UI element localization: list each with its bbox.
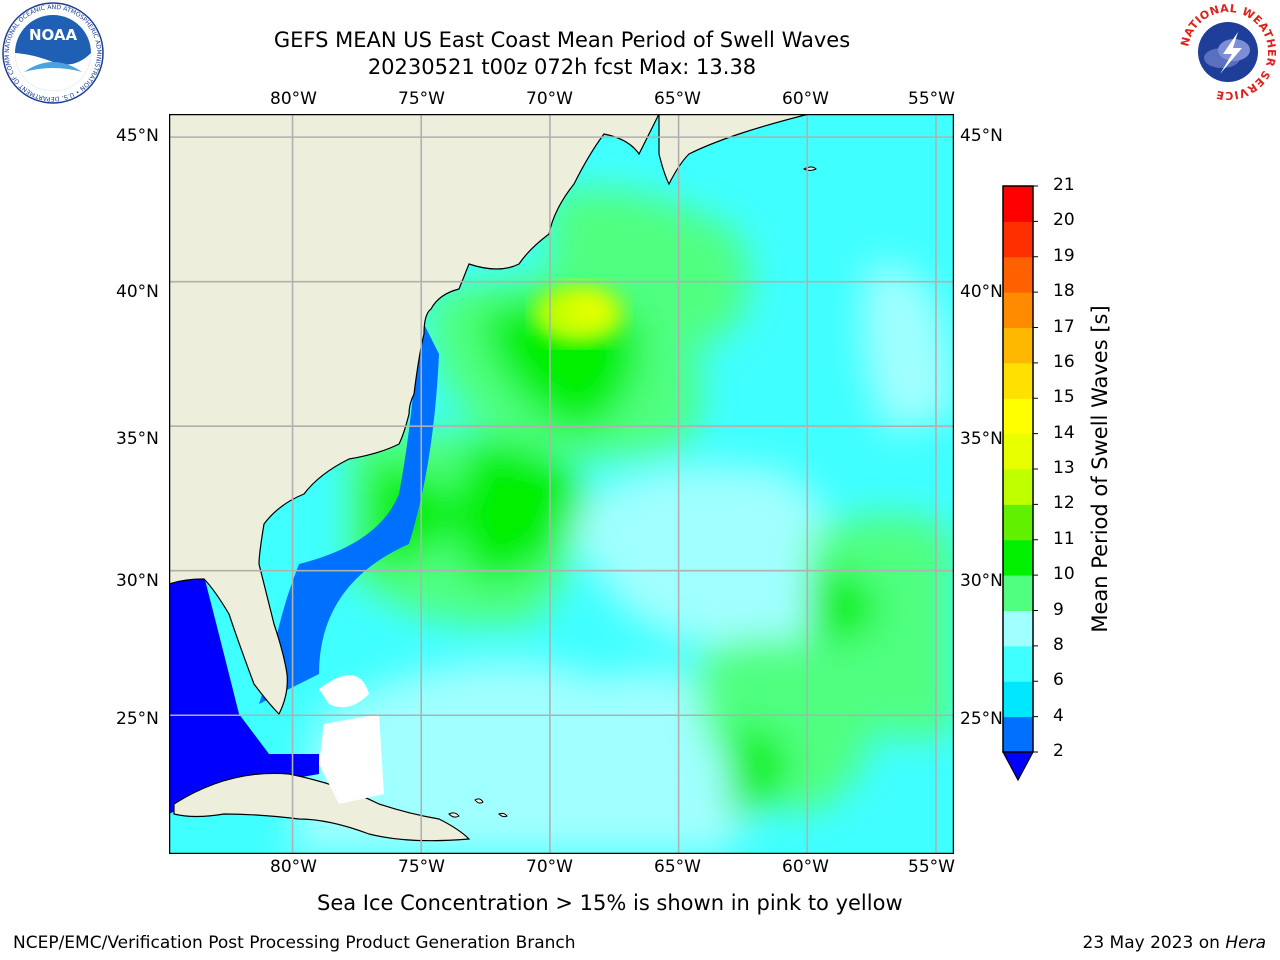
lat-label-left: 45°N xyxy=(116,126,159,146)
colorbar-tick-label: 9 xyxy=(1053,599,1064,620)
colorbar-tick-label: 15 xyxy=(1053,387,1075,408)
lon-label-bottom: 60°W xyxy=(782,857,829,877)
colorbar-tick-label: 16 xyxy=(1053,351,1075,372)
lat-label-right: 45°N xyxy=(960,126,1003,146)
nws-logo: NATIONAL WEATHER SERVICE xyxy=(1178,2,1278,102)
colorbar-tick-label: 19 xyxy=(1053,245,1075,266)
lon-label-bottom: 75°W xyxy=(398,857,445,877)
colorbar-tick-label: 17 xyxy=(1053,316,1075,337)
lat-label-left: 40°N xyxy=(116,282,159,302)
colorbar-tick-label: 13 xyxy=(1053,458,1075,478)
lon-label-top: 80°W xyxy=(270,89,317,109)
footer-date: 23 May 2023 on Hera xyxy=(1083,933,1267,953)
colorbar-ticks: 2 4 6 8 9 10 11 12 13 14 15 16 17 18 19 20 21 xyxy=(1044,0,1084,960)
colorbar-segment xyxy=(1003,716,1033,753)
colorbar-tick-label: 8 xyxy=(1053,634,1064,655)
lat-label-left: 30°N xyxy=(116,571,159,591)
bahamas-bank xyxy=(319,714,384,804)
chart-subtitle: 20230521 t00z 072h fcst Max: 13.38 xyxy=(367,55,757,79)
colorbar-tick-label: 10 xyxy=(1053,564,1075,585)
lon-label-top: 60°W xyxy=(782,89,829,109)
lon-label-bottom: 80°W xyxy=(270,857,317,877)
gulf-under-range xyxy=(169,576,319,814)
colorbar-tick-label: 18 xyxy=(1053,281,1075,302)
colorbar-segment xyxy=(1003,469,1033,505)
colorbar-label-box: Mean Period of Swell Waves [s] xyxy=(1084,186,1116,752)
lat-label-left: 35°N xyxy=(116,429,159,449)
colorbar-segment xyxy=(1003,433,1033,470)
colorbar-under-extension xyxy=(1001,751,1035,782)
colorbar-tick-label: 11 xyxy=(1053,528,1075,549)
map-panel xyxy=(169,114,954,854)
lat-label-right: 30°N xyxy=(960,571,1003,591)
colorbar-segment xyxy=(1003,186,1033,222)
colorbar-segment xyxy=(1003,256,1033,293)
footer-host: Hera xyxy=(1225,933,1266,953)
lon-label-top: 75°W xyxy=(398,89,445,109)
colorbar-segment xyxy=(1003,575,1033,611)
colorbar-tick-label: 21 xyxy=(1053,175,1075,195)
colorbar-tick-label: 2 xyxy=(1053,741,1064,761)
graticule xyxy=(169,114,954,854)
lat-label-left: 25°N xyxy=(116,709,159,729)
colorbar xyxy=(1000,185,1038,786)
shelf-shading xyxy=(259,314,439,704)
lat-label-right: 40°N xyxy=(960,282,1003,302)
colorbar-segment xyxy=(1003,610,1033,647)
swell-shading xyxy=(289,189,954,854)
colorbar-tick-label: 12 xyxy=(1053,493,1075,514)
colorbar-segment xyxy=(1003,645,1033,682)
lat-label-right: 25°N xyxy=(960,709,1003,729)
colorbar-segment xyxy=(1003,681,1033,718)
colorbar-tick-label: 4 xyxy=(1053,705,1064,726)
footer-date-text: 23 May 2023 on xyxy=(1082,933,1226,953)
lon-label-top: 70°W xyxy=(526,89,573,109)
svg-text:NOAA: NOAA xyxy=(29,26,78,44)
lat-label-right: 35°N xyxy=(960,429,1003,449)
colorbar-label: Mean Period of Swell Waves [s] xyxy=(1088,305,1112,633)
lon-label-bottom: 70°W xyxy=(526,857,573,877)
colorbar-tick-label: 6 xyxy=(1053,670,1064,691)
footer-credit: NCEP/EMC/Verification Post Processing Pr… xyxy=(13,933,576,953)
colorbar-tick-label: 20 xyxy=(1053,210,1075,231)
colorbar-tick-label: 14 xyxy=(1053,422,1075,443)
land-north-america xyxy=(169,114,660,716)
noaa-logo: NATIONAL OCEANIC AND ATMOSPHERIC ADMINIS… xyxy=(0,0,104,104)
chart-title: GEFS MEAN US East Coast Mean Period of S… xyxy=(273,28,851,52)
colorbar-segment xyxy=(1003,398,1033,435)
lon-label-top: 55°W xyxy=(908,89,955,109)
lon-label-top: 65°W xyxy=(654,89,701,109)
colorbar-segment xyxy=(1003,504,1033,541)
colorbar-segment xyxy=(1003,292,1033,328)
colorbar-segment xyxy=(1003,221,1033,258)
colorbar-segment xyxy=(1003,539,1033,576)
lon-label-bottom: 55°W xyxy=(908,857,955,877)
sea-ice-note: Sea Ice Concentration > 15% is shown in … xyxy=(317,891,903,915)
map-frame xyxy=(169,114,954,854)
colorbar-segment xyxy=(1003,327,1033,364)
lon-label-bottom: 65°W xyxy=(654,857,701,877)
colorbar-segment xyxy=(1003,362,1033,399)
